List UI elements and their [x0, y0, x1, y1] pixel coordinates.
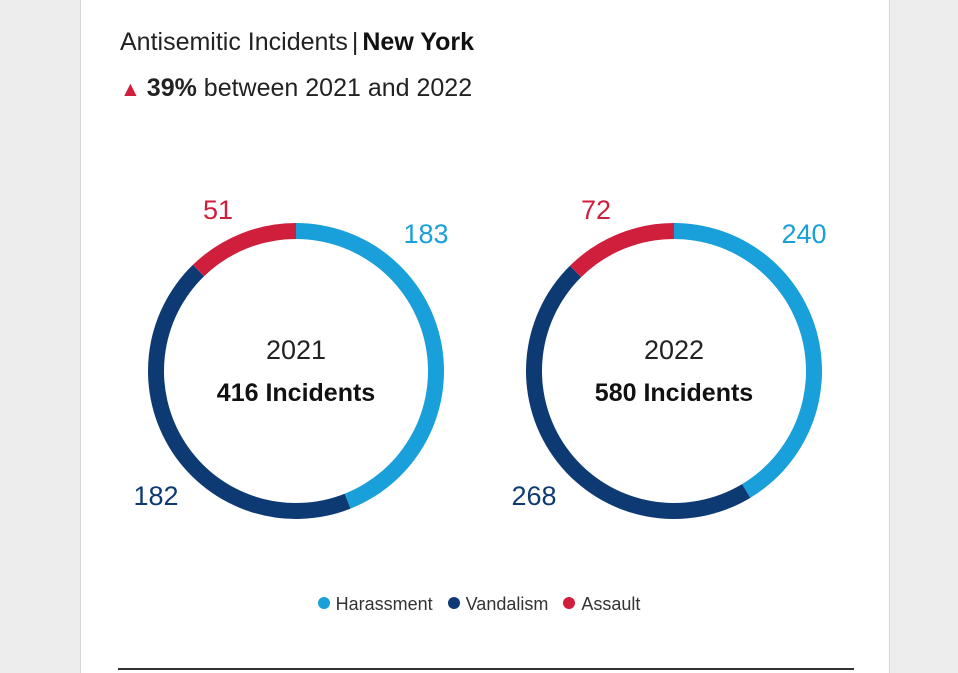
legend-label-assault: Assault — [581, 594, 641, 614]
up-triangle-icon: ▲ — [120, 78, 141, 101]
center-year-label-2021: 2021 — [266, 335, 326, 365]
center-total-label-2021: 416 Incidents — [217, 379, 375, 407]
bottom-rule — [118, 668, 854, 670]
legend-swatch-harassment — [317, 597, 330, 609]
chart-subtitle: ▲ 39% between 2021 and 2022 — [120, 74, 472, 103]
legend-item-harassment: Harassment — [317, 594, 433, 615]
slice-value-label-2022-vandalism: 268 — [511, 481, 556, 511]
legend-swatch-vandalism — [447, 597, 460, 609]
donut-slice-2022-assault — [569, 223, 674, 278]
chart-title: Antisemitic Incidents | New York — [120, 28, 474, 57]
title-separator: | — [351, 28, 359, 56]
title-prefix: Antisemitic Incidents — [120, 28, 348, 56]
center-total-label-2022: 580 Incidents — [595, 379, 753, 407]
donut-slice-2022-vandalism — [526, 265, 751, 519]
subtitle-percent: 39% — [146, 74, 197, 102]
slice-value-label-2022-assault: 72 — [581, 195, 611, 225]
legend-swatch-assault — [563, 597, 576, 609]
donut-slice-2022-harassment — [674, 223, 822, 498]
legend-item-assault: Assault — [563, 594, 640, 615]
slice-value-label-2021-harassment: 183 — [403, 219, 448, 249]
donut-slice-2021-assault — [192, 223, 296, 277]
legend-label-harassment: Harassment — [335, 594, 433, 614]
legend-item-vandalism: Vandalism — [447, 594, 549, 615]
chart-legend: Harassment Vandalism Assault — [0, 594, 958, 615]
title-location: New York — [362, 28, 474, 56]
center-year-label-2022: 2022 — [644, 335, 704, 365]
subtitle-text: between 2021 and 2022 — [203, 74, 473, 102]
legend-label-vandalism: Vandalism — [465, 594, 549, 614]
slice-value-label-2021-vandalism: 182 — [133, 481, 178, 511]
slice-value-label-2021-assault: 51 — [203, 195, 233, 225]
donut-slice-2021-harassment — [296, 223, 445, 509]
slice-value-label-2022-harassment: 240 — [781, 219, 826, 249]
chart-card — [80, 0, 890, 673]
